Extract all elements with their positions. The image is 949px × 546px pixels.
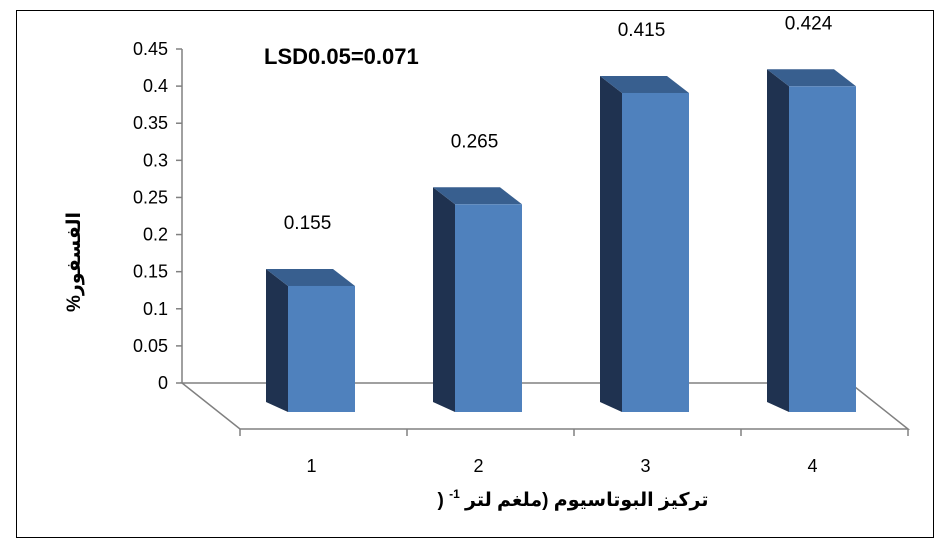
bar-side-face: [266, 268, 288, 412]
labels-layer: 0.155 1 0.265 2 0.415 3 0.424 4: [284, 13, 833, 476]
x-axis-title-superscript: -1: [449, 487, 460, 501]
bar-side-face: [433, 187, 455, 412]
bar-top-face: [600, 75, 689, 93]
data-label: 0.424: [785, 13, 833, 34]
bar-top-face: [767, 69, 856, 87]
data-label: 0.265: [451, 131, 499, 152]
bar-top-face: [433, 187, 522, 205]
x-tick-label: 4: [807, 456, 817, 476]
bar-1: [266, 268, 355, 412]
x-axis-title-main: تركيز البوتاسيوم (ملغم لتر: [464, 490, 708, 511]
bar-front-face: [288, 285, 355, 412]
bar-3: [600, 75, 689, 412]
bar-front-face: [622, 92, 689, 412]
y-tick-label: 0.15: [133, 262, 168, 282]
bar-side-face: [767, 69, 789, 412]
lsd-annotation: LSD0.05=0.071: [264, 44, 419, 69]
x-axis-title: ) -1 تركيز البوتاسيوم (ملغم لتر: [437, 482, 708, 511]
data-label: 0.415: [618, 20, 666, 41]
y-tick-label: 0.3: [143, 150, 168, 170]
bar-4: [767, 69, 856, 412]
y-tick-label: 0.1: [143, 299, 168, 319]
axis-layer: 0 0.05 0.1 0.15 0.2 0.25 0.3 0.35 0.4 0.45: [133, 39, 911, 436]
y-tick-label: 0.05: [133, 336, 168, 356]
bars-layer: [266, 69, 856, 412]
y-axis-title: الفسفور%: [64, 212, 85, 312]
x-tick-label: 1: [306, 456, 316, 476]
x-axis-title-close: ): [437, 490, 443, 511]
y-tick-label: 0.25: [133, 187, 168, 207]
bar-front-face: [789, 86, 856, 412]
y-tick-label: 0.35: [133, 113, 168, 133]
x-tick-label: 2: [473, 456, 483, 476]
bar-front-face: [455, 204, 522, 412]
data-label: 0.155: [284, 213, 332, 234]
bar-top-face: [266, 268, 355, 286]
bar-2: [433, 187, 522, 412]
y-tick-label: 0.2: [143, 225, 168, 245]
y-tick-label: 0: [158, 373, 168, 393]
y-tick-label: 0.45: [133, 39, 168, 59]
y-tick-label: 0.4: [143, 76, 168, 96]
bar-side-face: [600, 75, 622, 412]
x-tick-label: 3: [640, 456, 650, 476]
